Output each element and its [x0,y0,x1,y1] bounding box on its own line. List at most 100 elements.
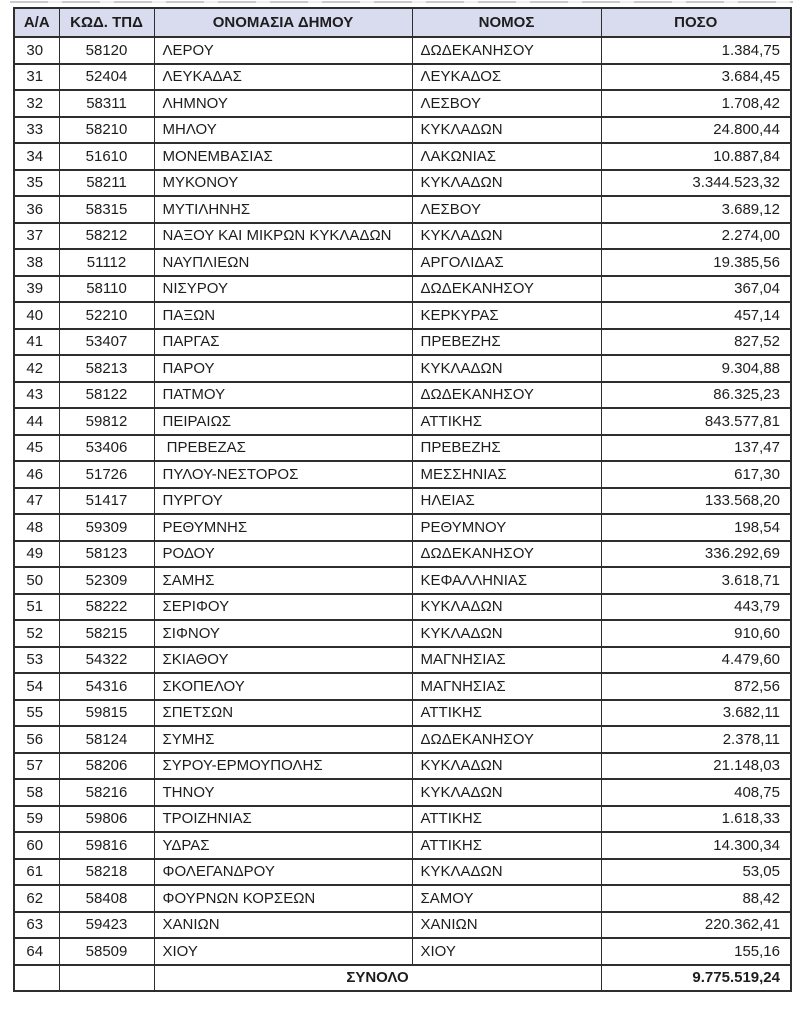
cell-amount: 910,60 [600,619,792,648]
cell-nomos: ΑΤΤΙΚΗΣ [411,831,602,860]
cell-nomos: ΔΩΔΕΚΑΝΗΣΟΥ [411,539,602,568]
col-header-code: ΚΩΔ. ΤΠΔ [58,7,155,38]
cell-code: 58124 [58,725,155,754]
cell-amount: 367,04 [600,274,792,303]
cell-name: ΣΥΡΟΥ-ΕΡΜΟΥΠΟΛΗΣ [153,751,413,780]
cell-aa: 52 [13,619,60,648]
cell-name: ΡΟΔΟΥ [153,539,413,568]
cell-aa: 55 [13,698,60,727]
cell-aa: 49 [13,539,60,568]
cell-nomos: ΠΡΕΒΕΖΗΣ [411,433,602,462]
table-row: 48 59309 ΡΕΘΥΜΝΗΣ ΡΕΘΥΜΝΟΥ 198,54 [13,513,792,542]
table-row: 64 58509 ΧΙΟΥ ΧΙΟΥ 155,16 [13,937,792,966]
cell-nomos: ΛΕΥΚΑΔΟΣ [411,62,602,91]
cell-amount: 1.708,42 [600,89,792,118]
cell-code: 58311 [58,89,155,118]
cell-amount: 336.292,69 [600,539,792,568]
table-row: 55 59815 ΣΠΕΤΣΩΝ ΑΤΤΙΚΗΣ 3.682,11 [13,698,792,727]
cell-nomos: ΚΥΚΛΑΔΩΝ [411,592,602,621]
cell-code: 58120 [58,36,155,65]
cell-amount: 53,05 [600,857,792,886]
cell-amount: 3.684,45 [600,62,792,91]
cell-aa: 44 [13,407,60,436]
cell-amount: 21.148,03 [600,751,792,780]
table-row: 36 58315 ΜΥΤΙΛΗΝΗΣ ΛΕΣΒΟΥ 3.689,12 [13,195,792,224]
cell-code: 58215 [58,619,155,648]
cell-name: ΠΑΡΟΥ [153,354,413,383]
cell-code: 59423 [58,910,155,939]
cell-amount: 872,56 [600,672,792,701]
table-row: 40 52210 ΠΑΞΩΝ ΚΕΡΚΥΡΑΣ 457,14 [13,301,792,330]
cell-amount: 3.344.523,32 [600,168,792,197]
cell-code: 52404 [58,62,155,91]
cell-aa: 50 [13,566,60,595]
cell-aa: 35 [13,168,60,197]
cell-code: 58218 [58,857,155,886]
cell-name: ΣΠΕΤΣΩΝ [153,698,413,727]
table-row: 58 58216 ΤΗΝΟΥ ΚΥΚΛΑΔΩΝ 408,75 [13,778,792,807]
cell-nomos: ΚΥΚΛΑΔΩΝ [411,221,602,250]
cell-nomos: ΣΑΜΟΥ [411,884,602,913]
cell-nomos: ΚΕΦΑΛΛΗΝΙΑΣ [411,566,602,595]
table-row: 47 51417 ΠΥΡΓΟΥ ΗΛΕΙΑΣ 133.568,20 [13,486,792,515]
cell-name: ΜΗΛΟΥ [153,115,413,144]
cell-code: 58110 [58,274,155,303]
cell-nomos: ΔΩΔΕΚΑΝΗΣΟΥ [411,274,602,303]
cell-aa: 41 [13,327,60,356]
cell-amount: 86.325,23 [600,380,792,409]
scan-edge-artifact [10,1,793,3]
cell-name: ΤΡΟΙΖΗΝΙΑΣ [153,804,413,833]
cell-code: 59806 [58,804,155,833]
cell-name: ΜΟΝΕΜΒΑΣΙΑΣ [153,142,413,171]
cell-code: 59309 [58,513,155,542]
table-row: 43 58122 ΠΑΤΜΟΥ ΔΩΔΕΚΑΝΗΣΟΥ 86.325,23 [13,380,792,409]
cell-name: ΠΥΡΓΟΥ [153,486,413,515]
cell-aa: 33 [13,115,60,144]
cell-aa: 32 [13,89,60,118]
cell-amount: 155,16 [600,937,792,966]
cell-nomos: ΛΕΣΒΟΥ [411,195,602,224]
cell-aa: 53 [13,645,60,674]
cell-name: ΦΟΛΕΓΑΝΔΡΟΥ [153,857,413,886]
cell-nomos: ΚΕΡΚΥΡΑΣ [411,301,602,330]
cell-aa: 51 [13,592,60,621]
cell-name: ΝΑΞΟΥ ΚΑΙ ΜΙΚΡΩΝ ΚΥΚΛΑΔΩΝ [153,221,413,250]
table-row: 53 54322 ΣΚΙΑΘΟΥ ΜΑΓΝΗΣΙΑΣ 4.479,60 [13,645,792,674]
table-row: 35 58211 ΜΥΚΟΝΟΥ ΚΥΚΛΑΔΩΝ 3.344.523,32 [13,168,792,197]
total-label: ΣΥΝΟΛΟ [153,963,602,992]
table-row: 57 58206 ΣΥΡΟΥ-ΕΡΜΟΥΠΟΛΗΣ ΚΥΚΛΑΔΩΝ 21.14… [13,751,792,780]
cell-nomos: ΚΥΚΛΑΔΩΝ [411,857,602,886]
table-row: 46 51726 ΠΥΛΟΥ-ΝΕΣΤΟΡΟΣ ΜΕΣΣΗΝΙΑΣ 617,30 [13,460,792,489]
cell-amount: 220.362,41 [600,910,792,939]
cell-nomos: ΚΥΚΛΑΔΩΝ [411,778,602,807]
table-row: 39 58110 ΝΙΣΥΡΟΥ ΔΩΔΕΚΑΝΗΣΟΥ 367,04 [13,274,792,303]
cell-name: ΣΙΦΝΟΥ [153,619,413,648]
table-row: 50 52309 ΣΑΜΗΣ ΚΕΦΑΛΛΗΝΙΑΣ 3.618,71 [13,566,792,595]
cell-aa: 45 [13,433,60,462]
cell-code: 58216 [58,778,155,807]
cell-code: 58315 [58,195,155,224]
cell-name: ΣΥΜΗΣ [153,725,413,754]
table-row: 56 58124 ΣΥΜΗΣ ΔΩΔΕΚΑΝΗΣΟΥ 2.378,11 [13,725,792,754]
cell-nomos: ΑΤΤΙΚΗΣ [411,407,602,436]
cell-nomos: ΛΑΚΩΝΙΑΣ [411,142,602,171]
total-empty-code [58,963,155,992]
table-footer: ΣΥΝΟΛΟ 9.775.519,24 [13,963,792,992]
cell-code: 51112 [58,248,155,277]
cell-aa: 31 [13,62,60,91]
cell-amount: 14.300,34 [600,831,792,860]
cell-name: ΧΑΝΙΩΝ [153,910,413,939]
cell-amount: 88,42 [600,884,792,913]
cell-aa: 58 [13,778,60,807]
cell-aa: 63 [13,910,60,939]
col-header-nomos: ΝΟΜΟΣ [411,7,602,38]
cell-aa: 42 [13,354,60,383]
table-row: 41 53407 ΠΑΡΓΑΣ ΠΡΕΒΕΖΗΣ 827,52 [13,327,792,356]
cell-name: ΡΕΘΥΜΝΗΣ [153,513,413,542]
cell-nomos: ΑΤΤΙΚΗΣ [411,698,602,727]
cell-nomos: ΑΤΤΙΚΗΣ [411,804,602,833]
cell-code: 59816 [58,831,155,860]
cell-code: 51726 [58,460,155,489]
cell-nomos: ΜΕΣΣΗΝΙΑΣ [411,460,602,489]
cell-amount: 10.887,84 [600,142,792,171]
